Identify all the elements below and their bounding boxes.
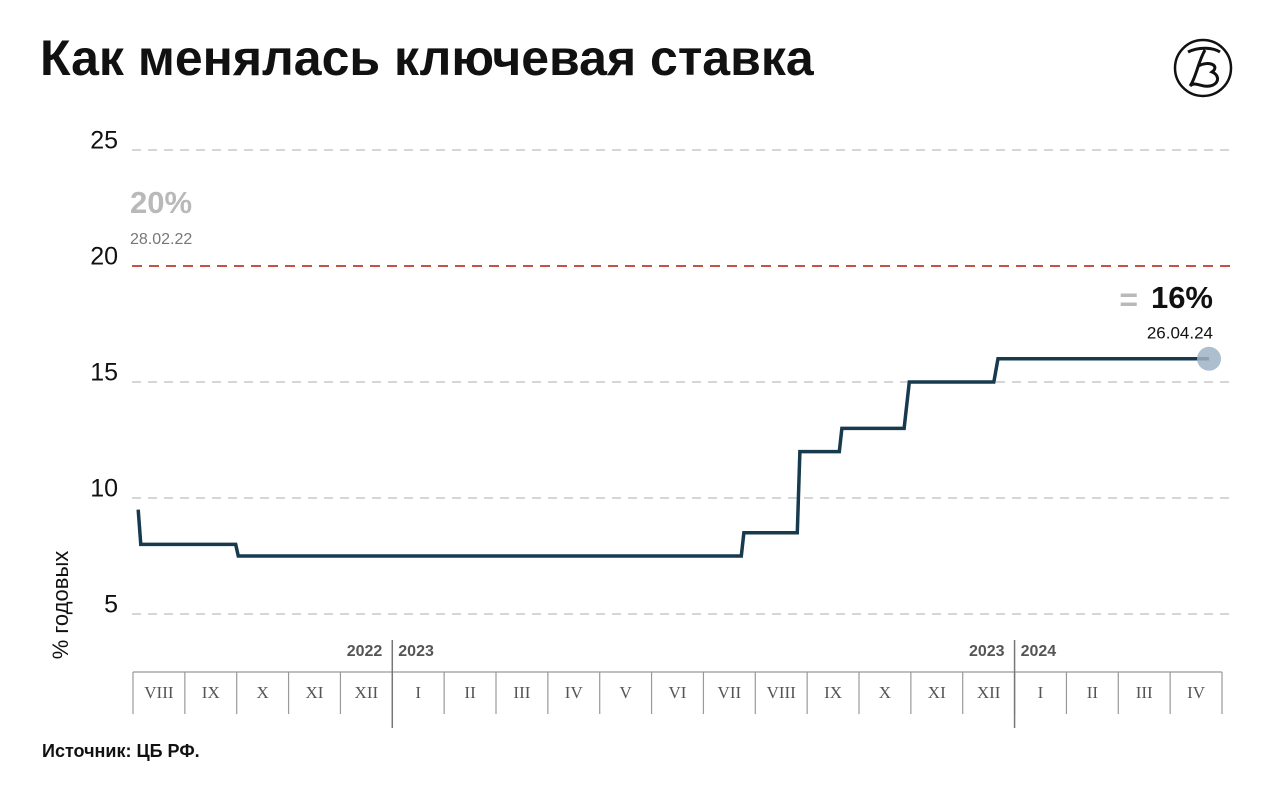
y-tick-label: 10 [90, 475, 118, 503]
x-tick-label: XI [928, 683, 946, 702]
reference-label: 20% [130, 185, 192, 220]
x-tick-label: II [1087, 683, 1099, 702]
x-tick-label: X [257, 683, 269, 702]
x-tick-label: IX [202, 683, 220, 702]
source: Источник: ЦБ РФ. [42, 741, 200, 761]
x-tick-label: III [513, 683, 530, 702]
x-tick-label: X [879, 683, 891, 702]
end-label: 16% [1151, 280, 1213, 315]
x-tick-label: IX [824, 683, 842, 702]
end-date: 26.04.24 [1147, 323, 1213, 342]
y-tick-label: 15 [90, 359, 118, 387]
y-tick-label: 25 [90, 127, 118, 155]
x-tick-label: VIII [144, 683, 174, 702]
chart-title: Как менялась ключевая ставка [40, 30, 815, 86]
year-label: 2023 [969, 643, 1005, 660]
y-tick-label: 20 [90, 243, 118, 271]
x-tick-label: I [415, 683, 421, 702]
year-label: 2023 [398, 643, 434, 660]
x-tick-label: IV [565, 683, 584, 702]
x-tick-label: II [464, 683, 476, 702]
x-tick-label: VIII [767, 683, 797, 702]
x-tick-label: VI [669, 683, 687, 702]
logo [1173, 38, 1233, 98]
year-label: 2022 [347, 643, 383, 660]
rate-line [136, 357, 1210, 558]
x-tick-label: IV [1187, 683, 1206, 702]
end-point [1197, 346, 1222, 371]
y-axis-label: % годовых [48, 551, 73, 660]
year-label: 2024 [1021, 643, 1057, 660]
x-tick-label: III [1136, 683, 1153, 702]
y-tick-label: 5 [104, 591, 118, 619]
end-change: = [1119, 281, 1138, 317]
x-tick-label: I [1038, 683, 1044, 702]
x-tick-label: XII [355, 683, 379, 702]
x-tick-label: XII [977, 683, 1001, 702]
x-tick-label: V [620, 683, 633, 702]
x-tick-label: XI [306, 683, 324, 702]
reference-date: 28.02.22 [130, 231, 192, 248]
x-tick-label: VII [718, 683, 742, 702]
